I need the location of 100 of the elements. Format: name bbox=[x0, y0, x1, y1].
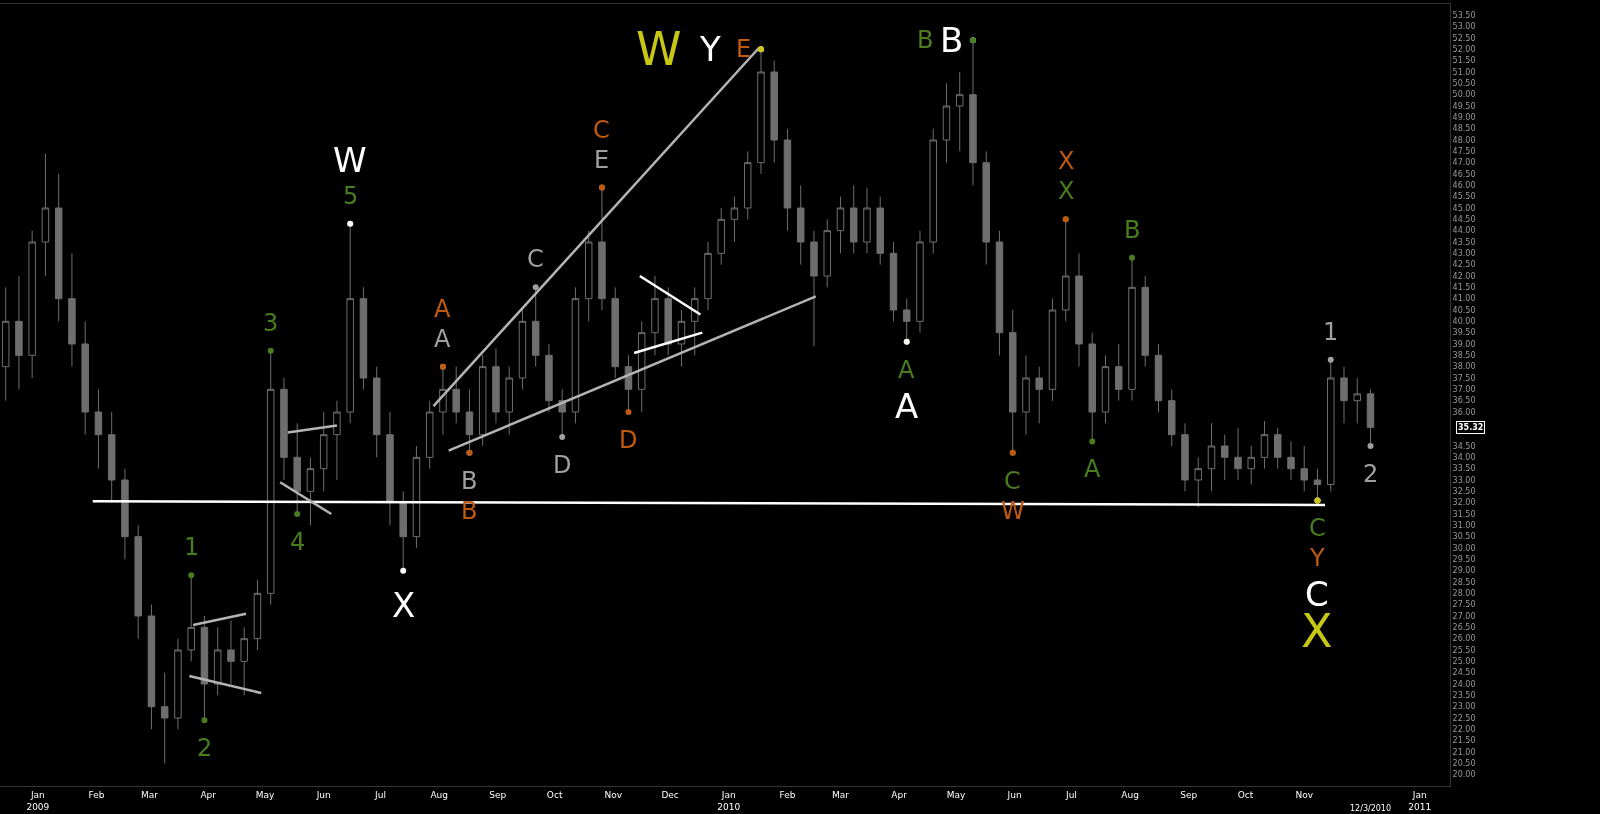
candlestick bbox=[1274, 427, 1282, 470]
candlestick bbox=[1114, 343, 1123, 402]
candlestick bbox=[1061, 218, 1070, 322]
series-label: 1 bbox=[1323, 318, 1339, 346]
x-tick-label: Jun bbox=[1006, 789, 1022, 800]
candlestick bbox=[121, 468, 129, 560]
x-tick-label: Jan 2009 bbox=[26, 789, 50, 812]
candlestick bbox=[253, 579, 262, 651]
candlestick bbox=[664, 286, 672, 356]
y-tick-label: 20.00 bbox=[1452, 770, 1476, 780]
y-tick-label: 23.00 bbox=[1452, 702, 1476, 712]
candlestick bbox=[902, 298, 911, 343]
series-label: 5 bbox=[343, 182, 359, 210]
y-tick-label: 29.00 bbox=[1452, 566, 1476, 576]
candlestick bbox=[704, 241, 712, 311]
series-label: A bbox=[898, 356, 915, 384]
y-tick-label: 41.50 bbox=[1452, 283, 1476, 293]
candlestick bbox=[849, 184, 858, 254]
candlestick bbox=[863, 187, 871, 254]
candlestick bbox=[1300, 445, 1308, 492]
series-label: A bbox=[434, 325, 451, 353]
y-tick-label: 44.50 bbox=[1452, 215, 1476, 225]
x-tick-label: Jan 2010 bbox=[717, 789, 741, 812]
series-label: X bbox=[1058, 177, 1075, 205]
candlestick bbox=[624, 354, 633, 413]
candlestick bbox=[1167, 388, 1176, 447]
y-tick-label: 39.50 bbox=[1452, 328, 1476, 338]
candlestick bbox=[240, 626, 248, 696]
y-tick-label: 40.00 bbox=[1452, 317, 1476, 327]
series-label: X bbox=[392, 585, 416, 625]
candlestick bbox=[1022, 354, 1030, 436]
y-tick-label: 44.00 bbox=[1452, 226, 1476, 236]
candlestick bbox=[227, 620, 235, 685]
point bbox=[1128, 254, 1135, 261]
candlestick bbox=[306, 456, 315, 526]
candlestick bbox=[1075, 252, 1083, 368]
y-tick-label: 42.00 bbox=[1452, 271, 1476, 281]
series-label: W bbox=[333, 140, 367, 180]
x-tick-label: Feb bbox=[779, 789, 796, 800]
series-label: 2 bbox=[197, 734, 213, 762]
candlestick bbox=[783, 128, 792, 232]
series-label: 3 bbox=[263, 309, 279, 337]
y-tick-label: 25.00 bbox=[1452, 657, 1476, 667]
candlestick bbox=[187, 574, 195, 662]
x-tick-label: Oct bbox=[1237, 789, 1254, 800]
candlestick bbox=[386, 411, 394, 526]
text: C bbox=[1305, 574, 1329, 614]
y-tick-label: 38.50 bbox=[1452, 351, 1476, 361]
y-tick-label: 27.50 bbox=[1452, 600, 1476, 610]
candlestick bbox=[796, 184, 805, 266]
series-label: A bbox=[1084, 455, 1101, 483]
candlestick bbox=[995, 230, 1004, 356]
x-tick-label: Jun bbox=[315, 789, 331, 800]
y-tick-label: 28.00 bbox=[1452, 589, 1476, 599]
y-tick-label: 46.00 bbox=[1452, 181, 1476, 191]
candlestick bbox=[611, 286, 619, 379]
y-tick-label: 37.00 bbox=[1452, 385, 1476, 395]
candlestick bbox=[1101, 354, 1110, 424]
point bbox=[532, 284, 539, 291]
y-tick-label: 21.50 bbox=[1452, 736, 1476, 746]
point bbox=[201, 717, 208, 724]
candlestick bbox=[147, 604, 156, 730]
series-label: X bbox=[1058, 147, 1075, 175]
candlestick bbox=[160, 672, 169, 764]
x-tick-label: Apr bbox=[200, 789, 217, 800]
x-tick-label: Apr bbox=[891, 789, 908, 800]
y-tick-label: 47.00 bbox=[1452, 158, 1476, 168]
candlestick bbox=[213, 626, 222, 696]
candlestick bbox=[28, 230, 36, 379]
y-tick-label: 49.00 bbox=[1452, 113, 1476, 123]
y-tick-label: 45.50 bbox=[1452, 192, 1476, 202]
x-tick-label: Sep bbox=[1180, 789, 1198, 800]
candlestick bbox=[1247, 445, 1255, 486]
y-tick-label: 25.50 bbox=[1452, 645, 1476, 655]
y-tick-label: 39.00 bbox=[1452, 339, 1476, 349]
candlestick bbox=[280, 377, 288, 481]
y-tick-label: 24.00 bbox=[1452, 679, 1476, 689]
y-tick-label: 42.50 bbox=[1452, 260, 1476, 270]
y-tick-label: 34.50 bbox=[1452, 441, 1476, 451]
x-tick-label: Nov bbox=[604, 789, 623, 800]
series-label: W bbox=[636, 22, 682, 76]
x-tick-label: Feb bbox=[88, 789, 105, 800]
candlestick bbox=[1260, 420, 1269, 470]
candlestick bbox=[836, 196, 845, 254]
candlestick bbox=[876, 196, 884, 266]
y-tick-label: 48.00 bbox=[1452, 135, 1476, 145]
candlestick bbox=[531, 286, 540, 368]
series-label: D bbox=[553, 451, 572, 479]
candlestick bbox=[359, 286, 368, 390]
x-tick-label: May bbox=[255, 789, 275, 800]
candlestick bbox=[1088, 332, 1096, 442]
y-tick-label: 33.00 bbox=[1452, 475, 1476, 485]
x-tick-label: Jul bbox=[1064, 789, 1077, 800]
candlestick bbox=[1220, 434, 1229, 481]
candlestick bbox=[425, 400, 434, 470]
y-tick-label: 23.50 bbox=[1452, 691, 1476, 701]
candlestick bbox=[584, 230, 593, 322]
y-tick-label: 49.50 bbox=[1452, 101, 1476, 111]
x-tick-label: Jul bbox=[374, 789, 386, 800]
candlestick bbox=[1154, 343, 1163, 413]
